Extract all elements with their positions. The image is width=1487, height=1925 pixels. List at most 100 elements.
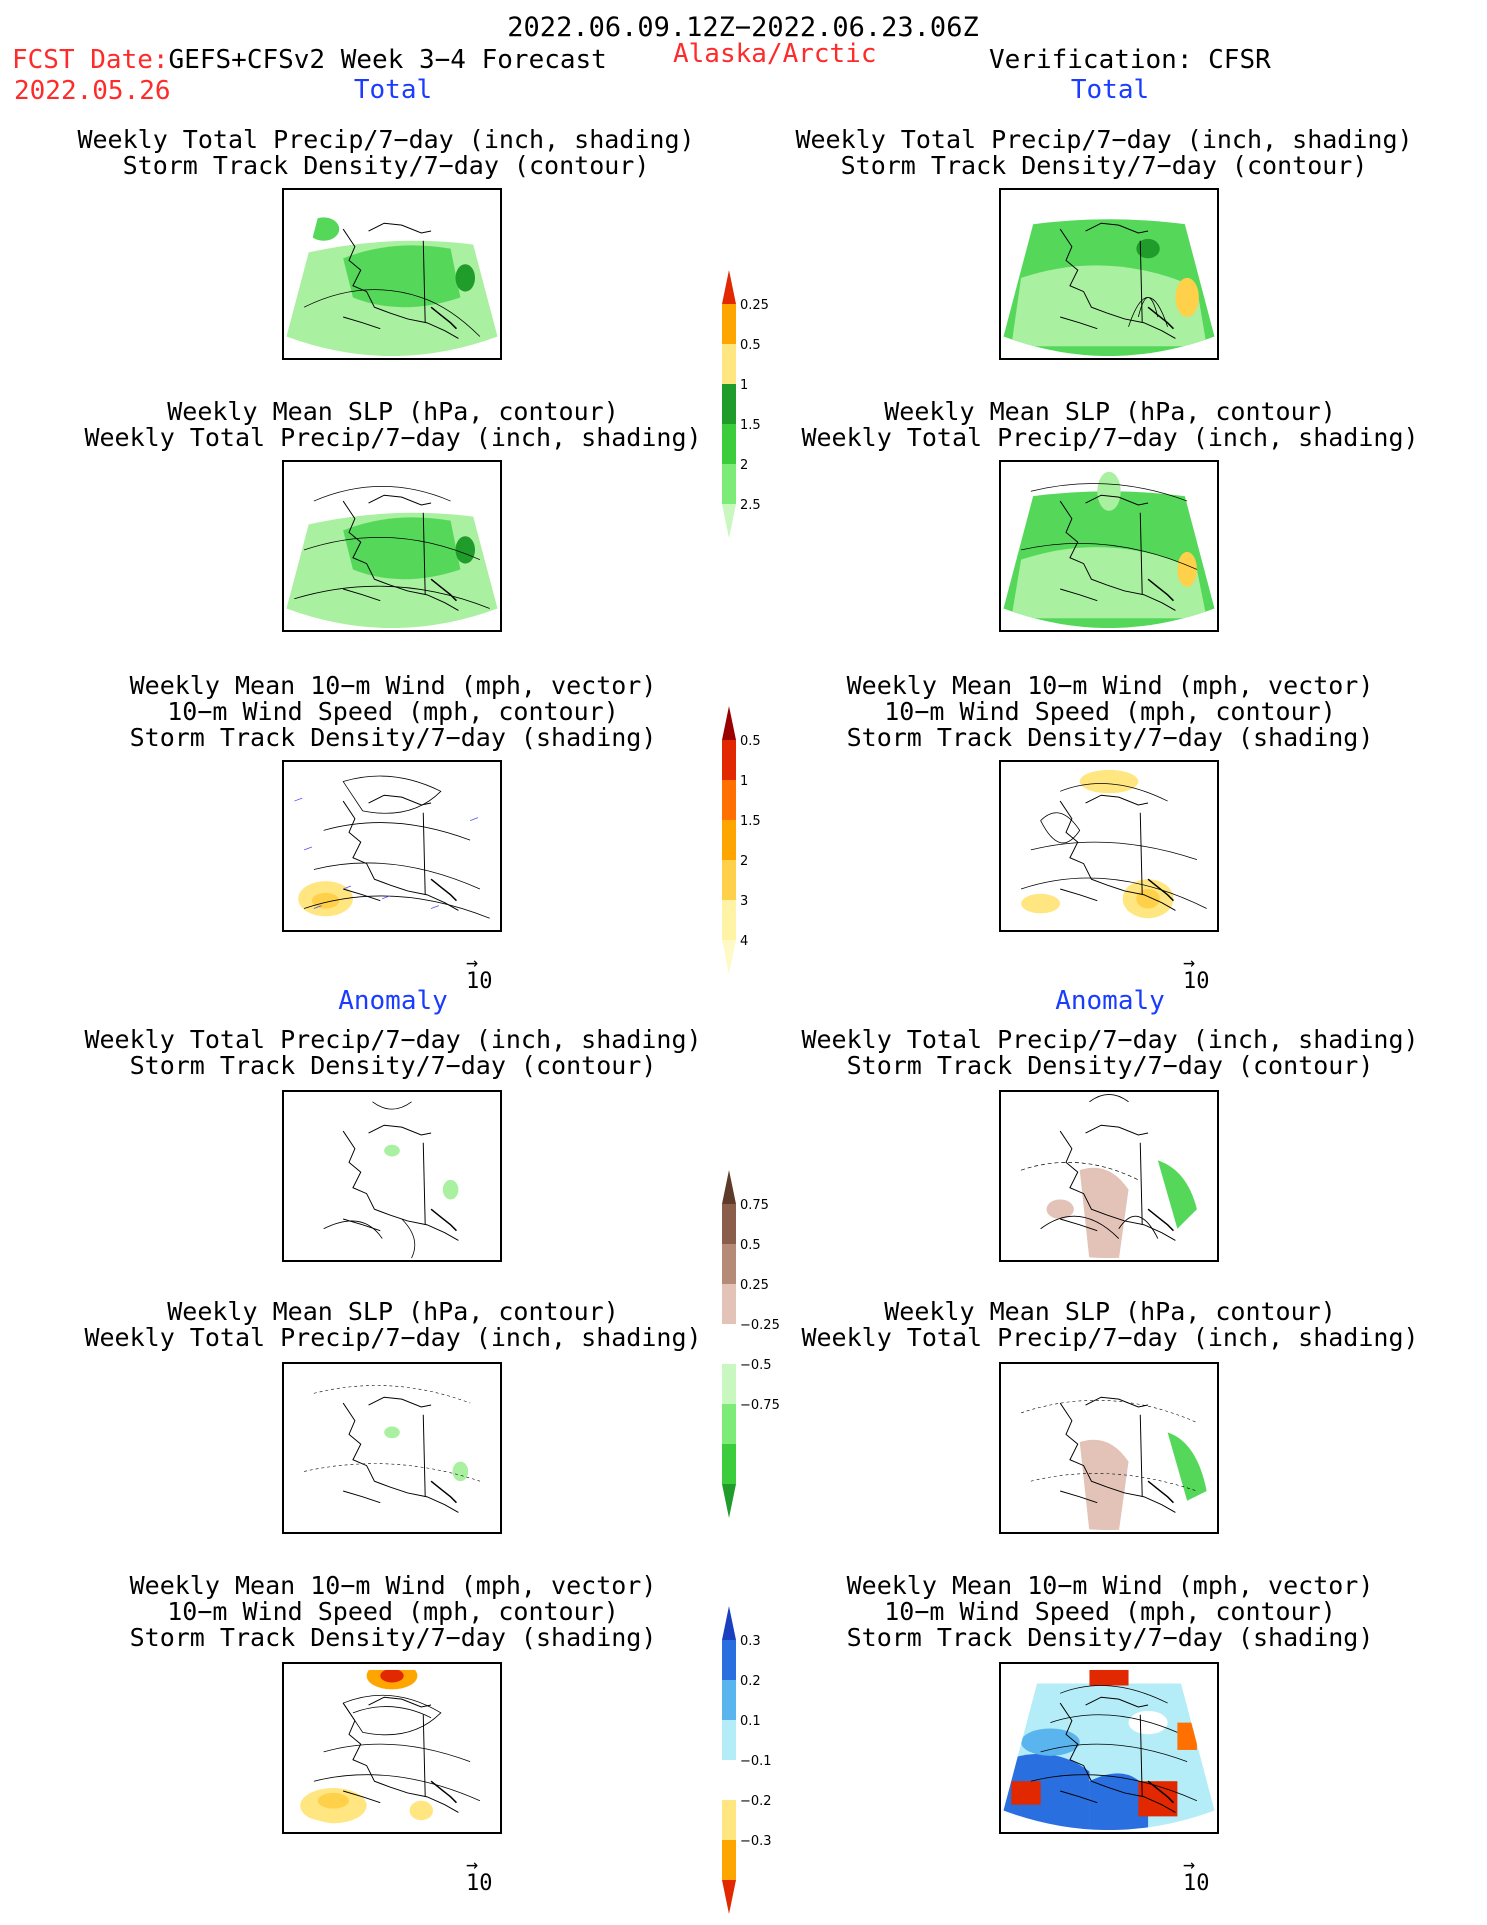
map-anom-precip-storm-forecast-svg [323,1101,460,1259]
colorbar-tick-label: 2.5 [740,498,761,513]
colorbar-bottom-triangle [722,504,736,538]
colorbar-tick-label: −0.5 [740,1358,772,1373]
vector-ref-total-left: → 10 [466,950,493,994]
colorbar-tick-label: 3 [740,894,748,909]
map-total-slp-precip-verification [999,460,1219,632]
colorbar-segment [722,1244,736,1284]
map-total-slp-precip-verification-svg [1003,471,1215,629]
verification-label: Verification: CFSR [989,45,1271,75]
map-total-precip-storm-forecast [282,188,502,360]
colorbar-svg: 0.75 0.5 0.25 −0.25 −0.5 −0.75 [722,1170,780,1518]
title-anom-precip-storm-right: Weekly Total Precip/7−day (inch, shading… [801,1025,1419,1080]
colorbar-segment [722,780,736,820]
colorbar-tick-label: −0.2 [740,1794,772,1809]
title-anom-precip-storm-left: Weekly Total Precip/7−day (inch, shading… [84,1025,702,1080]
colorbar-segment [722,464,736,504]
map-anom-wind-forecast [282,1662,502,1834]
colorbar-tick-label: 0.5 [740,338,761,353]
map-anom-slp-precip-forecast [282,1362,502,1534]
colorbar-segment [722,1444,736,1484]
colorbar-segment [722,384,736,424]
fcst-date: 2022.05.26 [14,76,171,106]
colorbar-tick-label: 1 [740,774,748,789]
colorbar-segment [722,1720,736,1760]
colorbar-segment [722,1680,736,1720]
colorbar-tick-label: −0.25 [740,1318,780,1333]
title-total-wind-right: Weekly Mean 10−m Wind (mph, vector) 10−m… [846,671,1374,752]
colorbar-tick-label: 2 [740,854,748,869]
colorbar-segment [722,1640,736,1680]
section-total-right: Total [1070,75,1150,105]
colorbar-tick-label: −0.1 [740,1754,772,1769]
colorbar-bottom-triangle [722,1484,736,1518]
colorbar-segment [722,1364,736,1404]
title-total-precip-storm-left: Weekly Total Precip/7−day (inch, shading… [77,125,695,180]
title-total-slp-precip-left: Weekly Mean SLP (hPa, contour) Weekly To… [84,397,702,452]
colorbar-tick-label: 1 [740,378,748,393]
title-total-slp-precip-right: Weekly Mean SLP (hPa, contour) Weekly To… [801,397,1419,452]
map-total-wind-verification [999,760,1219,932]
colorbar-tick-label: 4 [740,934,748,949]
colorbar-top-triangle [722,1606,736,1640]
title-total-precip-storm-right: Weekly Total Precip/7−day (inch, shading… [795,125,1413,180]
vector-ref-total-right: → 10 [1183,952,1210,994]
map-anom-slp-precip-forecast-svg [304,1385,480,1514]
colorbar-anom-storm: 0.3 0.2 0.1 −0.1 −0.2 −0.3 [722,1606,802,1918]
colorbar-total-storm: 0.5 1 1.5 2 3 4 [722,706,802,978]
map-total-slp-precip-forecast-svg [286,486,498,629]
map-total-precip-storm-verification [999,188,1219,360]
colorbar-segment [722,1800,736,1840]
map-anom-precip-storm-verification-svg [1020,1094,1197,1259]
map-anom-wind-verification-svg [1003,1669,1215,1831]
vector-ref-label: 10 [466,969,493,994]
colorbar-total-precip: 0.25 0.5 1 1.5 2 2.5 [722,270,802,542]
region-label: Alaska/Arctic [673,39,877,69]
vector-arrow-icon: → [1183,1852,1196,1876]
map-total-wind-verification-svg [1020,769,1207,919]
colorbar-segment [722,860,736,900]
colorbar-segment [722,424,736,464]
vector-arrow-icon: → [466,1852,479,1876]
fcst-prefix: FCST Date: [12,45,169,75]
map-anom-precip-storm-forecast [282,1090,502,1262]
map-total-slp-precip-forecast [282,460,502,632]
colorbar-segment [722,1324,736,1364]
colorbar-tick-label: 0.25 [740,298,769,313]
map-anom-slp-precip-verification [999,1362,1219,1534]
vector-ref-label: 10 [466,1871,493,1896]
colorbar-segment [722,740,736,780]
vector-arrow-icon: → [466,950,479,974]
colorbar-segment [722,1404,736,1444]
map-total-precip-storm-forecast-svg [286,217,498,357]
colorbar-svg: 0.25 0.5 1 1.5 2 2.5 [722,270,769,538]
title-anom-wind-left: Weekly Mean 10−m Wind (mph, vector) 10−m… [129,1571,657,1652]
map-anom-slp-precip-verification-svg [1021,1396,1207,1531]
title-anom-slp-precip-right: Weekly Mean SLP (hPa, contour) Weekly To… [801,1297,1419,1352]
colorbar-segment [722,304,736,344]
section-total-left: Total [353,75,433,105]
colorbar-tick-label: 0.1 [740,1714,761,1729]
colorbar-tick-label: 0.75 [740,1198,769,1213]
colorbar-tick-label: 0.25 [740,1278,769,1293]
vector-ref-anom-right: → 10 [1183,1852,1210,1896]
map-anom-precip-storm-verification [999,1090,1219,1262]
fcst-line: FCST Date:GEFS+CFSv2 Week 3−4 Forecast [12,47,607,73]
colorbar-anom-precip: 0.75 0.5 0.25 −0.25 −0.5 −0.75 [722,1170,802,1522]
colorbar-tick-label: 0.2 [740,1674,761,1689]
section-anomaly-right: Anomaly [1055,986,1165,1016]
colorbar-tick-label: 1.5 [740,418,761,433]
title-anom-wind-right: Weekly Mean 10−m Wind (mph, vector) 10−m… [846,1571,1374,1652]
colorbar-top-triangle [722,270,736,304]
colorbar-svg: 0.3 0.2 0.1 −0.1 −0.2 −0.3 [722,1606,772,1914]
vector-ref-label: 10 [1183,969,1210,994]
vector-ref-anom-left: → 10 [466,1852,493,1896]
colorbar-tick-label: 0.5 [740,1238,761,1253]
map-total-wind-forecast-svg [294,775,490,919]
colorbar-bottom-triangle [722,1880,736,1914]
title-anom-slp-precip-left: Weekly Mean SLP (hPa, contour) Weekly To… [84,1297,702,1352]
map-total-precip-storm-verification-svg [1003,219,1215,357]
fcst-model: GEFS+CFSv2 Week 3−4 Forecast [168,45,607,75]
vector-ref-label: 10 [1183,1871,1210,1896]
map-total-wind-forecast [282,760,502,932]
colorbar-segment [722,1840,736,1880]
